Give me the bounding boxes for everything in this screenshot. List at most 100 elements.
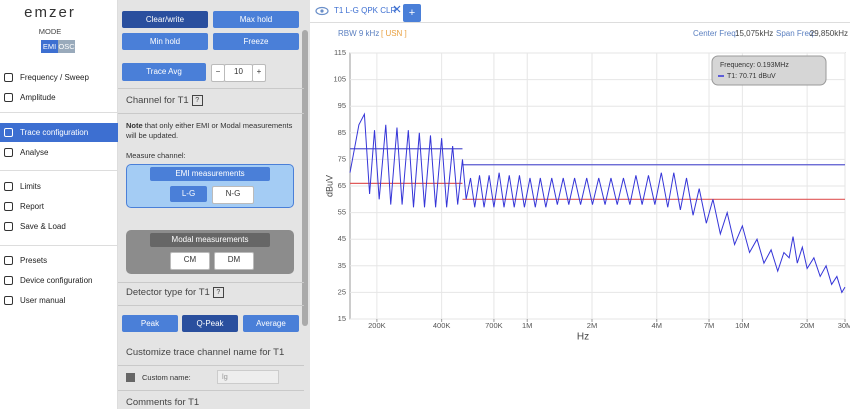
mode-toggle[interactable]: EMI	[41, 40, 58, 53]
tab-close[interactable]	[393, 5, 401, 13]
x-tick-label: 700K	[485, 321, 503, 330]
separator	[310, 22, 850, 23]
note-text: that only either EMI or Modal measuremen…	[126, 121, 293, 140]
nav-label: Device configuration	[20, 276, 93, 285]
button[interactable]: DM	[214, 252, 254, 270]
label: Custom name:	[142, 373, 191, 382]
nav-icon	[4, 148, 13, 157]
nav-label: Trace configuration	[20, 128, 89, 137]
label: Measure channel:	[126, 151, 186, 160]
y-tick-label: 35	[338, 261, 346, 270]
nav-label: Report	[20, 202, 45, 211]
nav-icon	[4, 73, 13, 82]
help-icon[interactable]: ?	[212, 287, 224, 298]
nav-icon	[4, 93, 13, 102]
mode-label: MODE	[38, 27, 62, 36]
chart: RBW 9 kHz [ USN ] Center Freq: 15,075kHz…	[324, 29, 850, 343]
eye-icon[interactable]	[315, 5, 329, 17]
note: Note that only either EMI or Modal measu…	[126, 121, 298, 141]
checkbox[interactable]	[126, 373, 135, 382]
nav-icon	[4, 296, 13, 305]
text: Channel for T1	[126, 95, 189, 107]
stepper-plus[interactable]: +	[252, 64, 266, 82]
series-line	[349, 112, 846, 294]
nav-item[interactable]: Limits	[0, 177, 137, 196]
center-value: 15,075kHz	[735, 29, 773, 38]
x-tick-label: 200K	[368, 321, 386, 330]
y-tick-label: 45	[338, 234, 346, 243]
separator	[118, 88, 304, 89]
series-line	[350, 148, 845, 166]
nav-label: Frequency / Sweep	[20, 73, 89, 82]
button[interactable]: Clear/write	[122, 11, 208, 28]
y-tick-label: 65	[338, 181, 346, 190]
nav-label: Analyse	[20, 148, 49, 157]
separator	[0, 112, 117, 113]
button[interactable]: Peak	[122, 315, 178, 332]
nav-item[interactable]: Trace configuration	[0, 123, 137, 142]
button[interactable]: Min hold	[122, 33, 208, 50]
nav-icon	[4, 222, 13, 231]
nav-label: Save & Load	[20, 222, 66, 231]
separator	[118, 365, 304, 366]
text-input[interactable]: lg	[217, 370, 279, 384]
box-title: EMI measurements	[150, 167, 270, 181]
nav-icon	[4, 256, 13, 265]
button[interactable]: Average	[243, 315, 299, 332]
sidebar: emzer MODE EMI OSC Frequency / Sweep Ampl…	[0, 0, 137, 409]
nav-item[interactable]: Amplitude	[0, 88, 137, 107]
button[interactable]: Freeze	[213, 33, 299, 50]
stepper-value[interactable]: 10	[224, 64, 253, 82]
y-tick-label: 55	[338, 208, 346, 217]
button[interactable]: N-G	[212, 186, 254, 204]
x-tick-label: 400K	[433, 321, 451, 330]
nav-icon	[4, 182, 13, 191]
nav-item[interactable]: Report	[0, 197, 137, 216]
x-tick-label: 1M	[522, 321, 532, 330]
center-label: Center Freq:	[693, 29, 738, 38]
separator	[0, 170, 117, 171]
x-tick-label: 20M	[800, 321, 815, 330]
nav-icon	[4, 128, 13, 137]
y-tick-label: 105	[333, 75, 346, 84]
mode-toggle[interactable]: OSC	[58, 40, 75, 53]
section-title: Channel for T1?	[126, 95, 203, 106]
logo: emzer	[24, 4, 76, 21]
y-tick-label: 25	[338, 287, 346, 296]
separator	[118, 113, 304, 114]
help-icon[interactable]: ?	[191, 95, 203, 106]
section-title: Comments for T1	[126, 397, 200, 408]
button[interactable]: L-G	[170, 186, 207, 202]
scrollbar[interactable]	[302, 30, 308, 326]
x-axis-label: Hz	[577, 332, 589, 343]
button[interactable]: Trace Avg	[122, 63, 206, 81]
nav-item[interactable]: Analyse	[0, 143, 137, 162]
x-tick-label: 2M	[587, 321, 597, 330]
nav-label: User manual	[20, 296, 66, 305]
tooltip-text: Frequency: 0.193MHz	[720, 62, 789, 69]
button[interactable]: Max hold	[213, 11, 299, 28]
y-tick-label: 85	[338, 128, 346, 137]
box-title: Modal measurements	[150, 233, 270, 247]
x-tick-label: 30M	[838, 321, 850, 330]
tooltip-text: T1: 70.71 dBuV	[727, 73, 776, 80]
section-title: Detector type for T1?	[126, 287, 224, 298]
tab-label[interactable]: T1 L-G QPK CLR	[334, 6, 397, 15]
nav-item[interactable]: Presets	[0, 251, 137, 270]
nav-label: Presets	[20, 256, 48, 265]
add-tab[interactable]: +	[403, 4, 421, 22]
rbw-tag: [ USN ]	[381, 29, 407, 38]
nav-item[interactable]: Save & Load	[0, 217, 137, 236]
note-bold: Note	[126, 121, 143, 130]
nav-item[interactable]: Frequency / Sweep	[0, 68, 137, 87]
span-value: 29,850kHz	[810, 29, 848, 38]
nav-item[interactable]: User manual	[0, 291, 137, 310]
separator	[118, 282, 304, 283]
button[interactable]: Q-Peak	[182, 315, 238, 332]
button[interactable]: CM	[170, 252, 210, 270]
stepper-minus[interactable]: −	[211, 64, 225, 82]
nav-item[interactable]: Device configuration	[0, 271, 137, 290]
rbw: RBW 9 kHz	[338, 29, 379, 38]
separator	[118, 390, 304, 391]
